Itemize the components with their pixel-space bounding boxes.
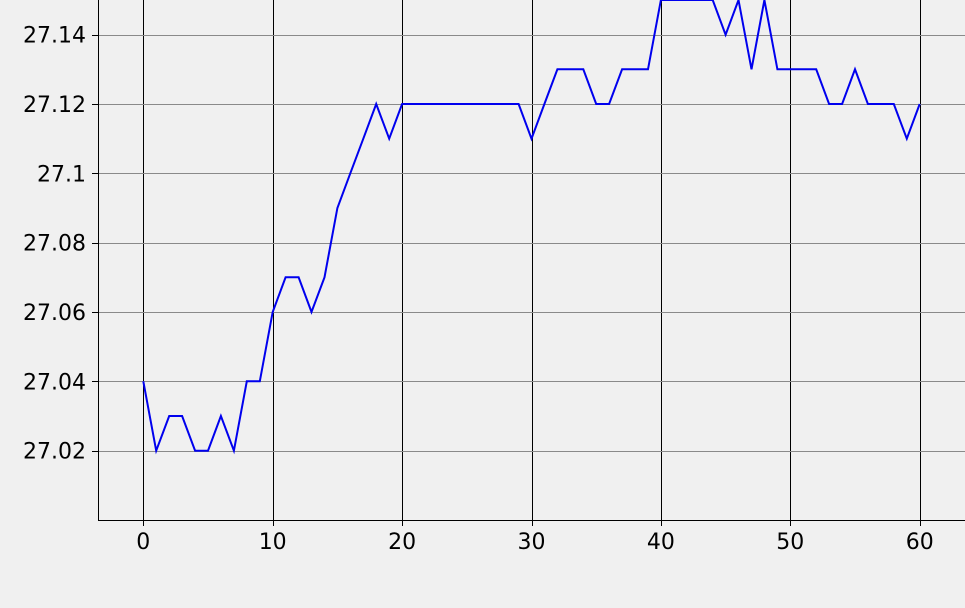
series-line — [142, 0, 921, 455]
y-tick-label: 27.04 — [23, 370, 86, 395]
y-axis-tick-labels: 27.02 27.04 27.06 27.08 27.1 27.12 27.14 — [23, 24, 86, 465]
y-tick-label: 27.02 — [23, 440, 86, 465]
y-tick-label: 27.12 — [23, 93, 86, 118]
y-tick-label: 27.14 — [23, 24, 86, 49]
data-series — [142, 0, 921, 455]
x-tick-label: 30 — [518, 530, 546, 555]
x-tick-label: 20 — [388, 530, 416, 555]
x-axis-tick-labels: 0 10 20 30 40 50 60 — [136, 530, 933, 555]
axes — [92, 0, 965, 526]
vertical-gridlines — [143, 0, 921, 520]
horizontal-gridlines — [98, 35, 965, 452]
x-tick-label: 10 — [259, 530, 287, 555]
x-tick-label: 0 — [136, 530, 150, 555]
y-tick-label: 27.08 — [23, 232, 86, 257]
x-tick-label: 50 — [776, 530, 804, 555]
x-tick-label: 40 — [647, 530, 675, 555]
y-tick-label: 27.06 — [23, 301, 86, 326]
x-tick-label: 60 — [906, 530, 934, 555]
y-tick-label: 27.1 — [37, 162, 86, 187]
